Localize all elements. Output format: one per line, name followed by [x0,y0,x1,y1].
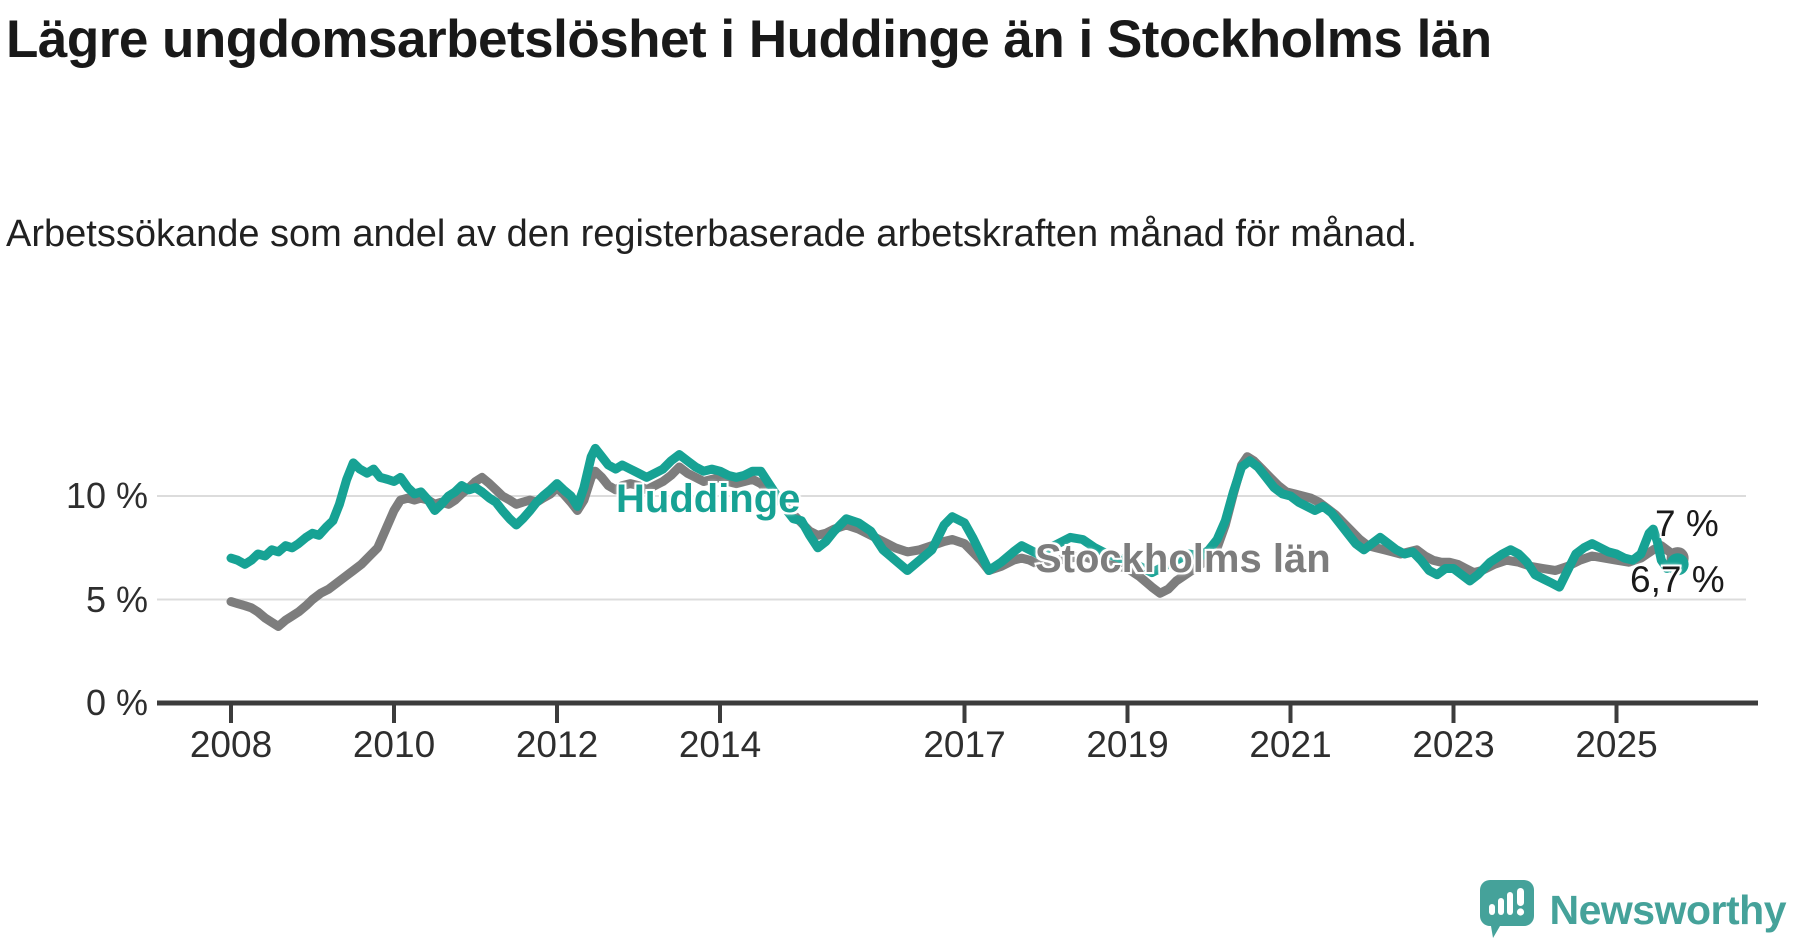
x-tick-label-2014: 2014 [678,724,762,765]
newsworthy-logo-text: Newsworthy [1549,886,1787,933]
series-label-huddinge: Huddinge [616,477,801,521]
y-tick-label-0: 0 % [85,682,148,723]
x-tick-label-2010: 2010 [352,724,436,765]
page-title: Lägre ungdomsarbetslöshet i Huddinge än … [6,10,1492,69]
x-tick-label-2012: 2012 [515,724,599,765]
y-tick-label-5: 5 % [85,579,148,620]
x-tick-label-2021: 2021 [1249,724,1332,765]
line-huddinge [226,443,1683,592]
y-tick-label-10: 10 % [65,475,148,516]
end-dot-huddinge [1666,553,1689,576]
x-tick-label-2023: 2023 [1412,724,1495,765]
newsworthy-logo: Newsworthy [1479,880,1787,940]
newsworthy-logo-icon [1479,880,1534,938]
line-stockholms-län [226,452,1683,631]
x-tick-label-2025: 2025 [1575,724,1658,765]
chart-subtitle: Arbetssökande som andel av den registerb… [6,213,1418,255]
series-label-stockholms-lan: Stockholms län [1035,537,1331,581]
x-tick-label-2017: 2017 [923,724,1006,765]
x-tick-label-2019: 2019 [1086,724,1169,765]
end-value-label-stockholms-lan: 7 % [1655,503,1719,544]
x-tick-label-2008: 2008 [189,724,273,765]
end-value-label-huddinge: 6,7 % [1630,559,1725,600]
